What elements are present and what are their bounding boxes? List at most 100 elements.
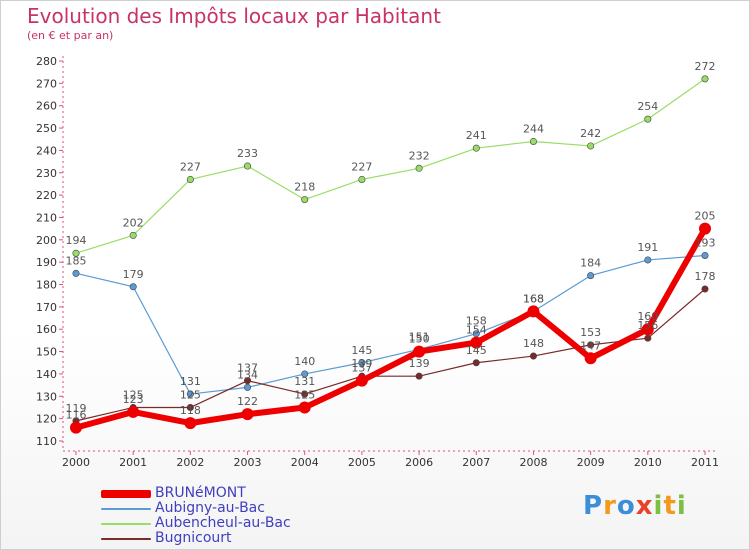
data-label: 184 [580,257,601,270]
data-point [587,341,595,349]
y-tick-label: 130 [36,390,57,403]
data-label: 137 [351,362,372,375]
logo-letter: i [653,491,664,521]
data-label: 156 [637,319,658,332]
data-label: 178 [695,270,716,283]
data-label: 227 [351,160,372,173]
logo-letter: r [603,491,617,521]
y-tick-label: 200 [36,234,57,247]
data-point [413,345,426,358]
x-tick-label: 2005 [348,456,376,469]
data-label: 168 [523,292,544,305]
chart-subtitle: (en € et par an) [27,29,114,42]
data-label: 134 [237,368,258,381]
legend-item: Aubigny-au-Bac [101,501,291,516]
chart-legend: BRUNéMONT Aubigny-au-Bac Aubencheul-au-Bac… [101,486,291,546]
data-label: 242 [580,127,601,140]
x-tick-label: 2004 [291,456,319,469]
y-tick-label: 110 [36,435,57,448]
data-label: 168 [523,292,544,305]
data-point [584,352,597,365]
data-point [186,390,194,398]
data-point [701,285,709,293]
data-point [129,283,137,291]
y-tick-label: 150 [36,346,57,359]
data-point [186,403,194,411]
legend-item: Aubencheul-au-Bac [101,516,291,531]
proxiti-logo: Proxiti [583,491,687,521]
data-point [72,269,80,277]
chart-title: Evolution des Impôts locaux par Habitant [27,4,441,28]
data-label: 145 [351,344,372,357]
data-point [186,175,194,183]
data-label: 241 [466,129,487,142]
y-tick-label: 140 [36,368,57,381]
data-point [301,390,309,398]
data-label: 272 [695,60,716,73]
series-lines [70,75,711,434]
data-label: 153 [580,326,601,339]
data-point [244,377,252,385]
data-label: 193 [695,236,716,249]
data-point [70,421,82,434]
series-line-1 [75,254,706,395]
y-tick-label: 230 [36,167,57,180]
data-point [699,222,711,235]
data-point [301,370,309,378]
data-labels: 116 123 118 122 125 137 150 154 168 147 160 205 185 1… [66,60,716,422]
data-point [244,162,252,170]
data-label: 145 [466,344,487,357]
data-label: 118 [180,404,201,417]
data-point [701,251,709,259]
data-label: 158 [466,315,487,328]
x-tick-label: 2007 [462,456,490,469]
data-label: 205 [695,210,716,223]
data-label: 116 [66,409,87,422]
data-label: 148 [523,337,544,350]
data-label: 125 [294,388,315,401]
data-point [472,359,480,367]
data-label: 137 [237,362,258,375]
data-label: 244 [523,122,544,135]
data-point [127,405,140,418]
data-point [301,196,309,204]
data-label: 194 [66,234,87,247]
data-label: 151 [409,330,430,343]
data-point [415,164,423,172]
y-tick-label: 280 [36,55,57,68]
data-label: 125 [180,388,201,401]
logo-letter: P [583,491,604,521]
data-point [358,359,366,367]
data-label: 139 [351,357,372,370]
y-tick-label: 250 [36,122,57,135]
data-point [529,137,537,145]
x-tick-label: 2008 [519,456,547,469]
legend-label: BRUNéMONT [155,485,246,501]
data-point [644,115,652,123]
legend-swatch [101,489,151,498]
y-tick-label: 260 [36,100,57,113]
data-label: 232 [409,149,430,162]
y-tick-label: 220 [36,189,57,202]
data-label: 233 [237,147,258,160]
y-tick-label: 120 [36,413,57,426]
y-tick-label: 270 [36,77,57,90]
y-tick-label: 170 [36,301,57,314]
data-label: 154 [466,324,487,337]
legend-label: Bugnicourt [155,530,232,546]
x-tick-label: 2002 [176,456,204,469]
data-label: 125 [123,388,144,401]
data-point [184,417,197,430]
data-label: 131 [294,375,315,388]
logo-letter: x [635,491,654,521]
y-tick-label: 180 [36,279,57,292]
legend-swatch [101,507,151,510]
data-label: 119 [66,402,87,415]
y-tick-label: 240 [36,144,57,157]
x-tick-label: 2001 [119,456,147,469]
data-point [587,142,595,150]
data-point [355,374,368,387]
data-point [641,323,654,336]
data-point [527,305,540,318]
